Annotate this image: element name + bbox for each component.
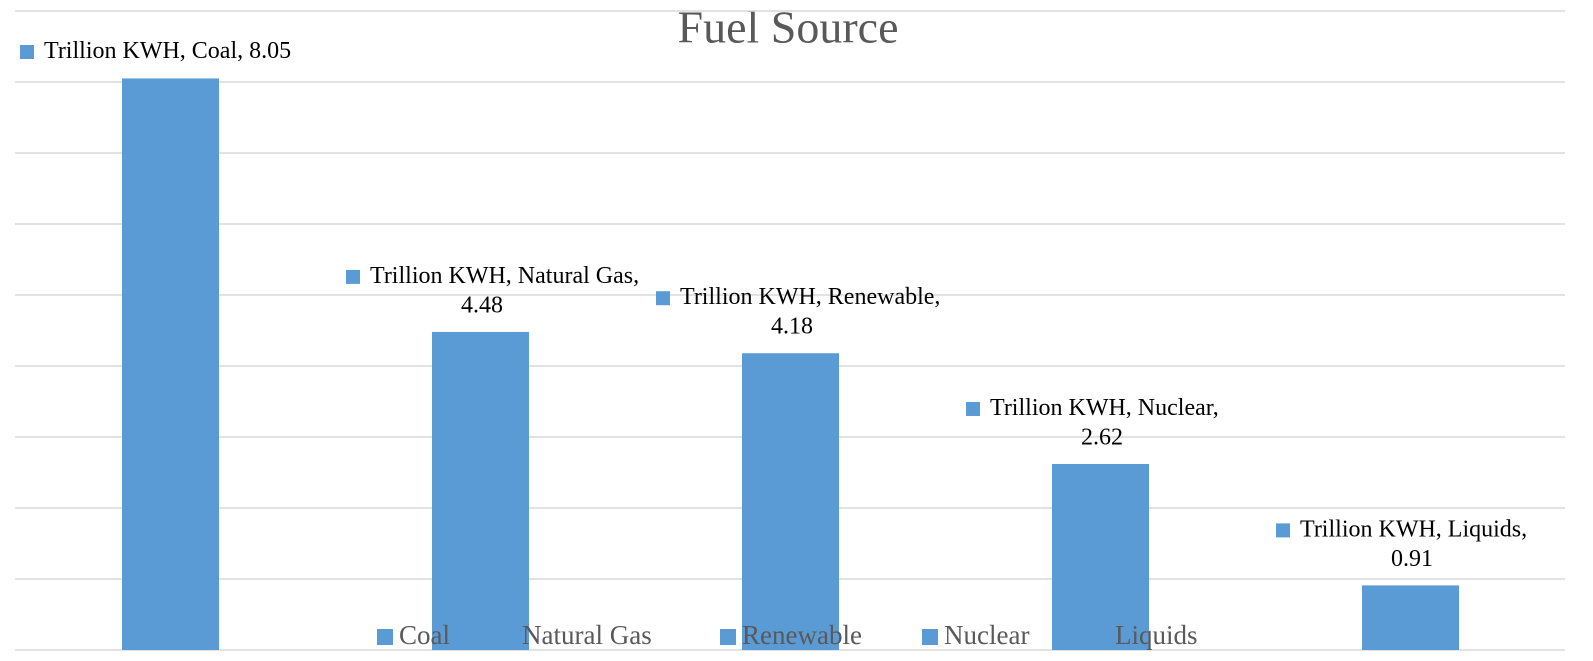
data-label-value: 4.18 — [771, 314, 813, 340]
legend-label: Natural Gas — [522, 620, 652, 650]
chart-title: Fuel Source — [677, 2, 898, 53]
data-label-marker — [346, 269, 360, 284]
data-label-value: 2.62 — [1081, 424, 1123, 450]
data-label: Trillion KWH, Nuclear, 2.62 — [966, 394, 1219, 450]
data-label-text: Trillion KWH, Natural Gas, — [370, 262, 639, 288]
legend-marker — [922, 629, 938, 645]
data-label-value: 0.91 — [1391, 546, 1433, 572]
data-label-marker — [656, 291, 670, 306]
series-name: Trillion KWH — [990, 394, 1126, 420]
bar — [1362, 585, 1459, 650]
legend-label: Renewable — [742, 620, 862, 650]
series-name: Trillion KWH — [1300, 516, 1436, 542]
bar — [742, 353, 839, 650]
bar — [122, 78, 219, 650]
value: 8.05 — [249, 38, 291, 64]
legend-label: Liquids — [1115, 620, 1198, 650]
data-label-marker — [966, 401, 980, 416]
data-label-value: 4.48 — [461, 292, 503, 318]
legend-marker — [500, 629, 516, 645]
bar — [432, 331, 529, 650]
series-name: Trillion KWH — [370, 262, 506, 288]
data-label-text: Trillion KWH, Coal, 8.05 — [44, 38, 291, 64]
data-label: Trillion KWH, Liquids, 0.91 — [1276, 516, 1527, 572]
data-label: Trillion KWH, Natural Gas, 4.48 — [346, 262, 639, 318]
data-label-text: Trillion KWH, Renewable, — [680, 284, 940, 310]
category: Natural Gas — [518, 262, 633, 288]
data-label-marker — [20, 45, 34, 59]
data-label-text: Trillion KWH, Liquids, — [1300, 516, 1527, 542]
bar — [1052, 463, 1149, 650]
data-label: Trillion KWH, Renewable, 4.18 — [656, 284, 940, 340]
legend-marker — [377, 629, 393, 645]
category: Coal — [192, 38, 238, 64]
category: Nuclear — [1138, 394, 1214, 420]
legend-label: Coal — [399, 620, 450, 650]
series-name: Trillion KWH — [680, 284, 816, 310]
legend-marker — [720, 629, 736, 645]
category: Renewable — [828, 284, 935, 310]
data-label-text: Trillion KWH, Nuclear, — [990, 394, 1219, 420]
category: Liquids — [1448, 516, 1521, 542]
data-label-marker — [1276, 523, 1290, 538]
series-name: Trillion KWH — [44, 38, 180, 64]
data-label: Trillion KWH, Coal, 8.05 — [20, 38, 291, 64]
legend-label: Nuclear — [944, 620, 1029, 650]
legend-marker — [1093, 629, 1109, 645]
